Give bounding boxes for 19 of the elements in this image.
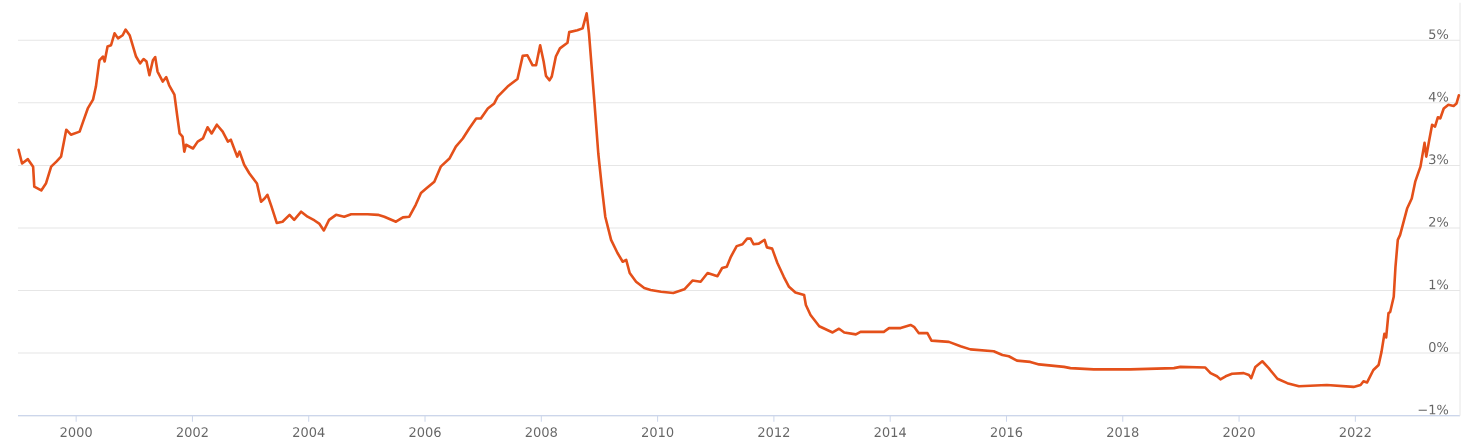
x-tick-label: 2016 xyxy=(990,427,1023,438)
y-tick-label: 1% xyxy=(1429,279,1449,290)
x-tick-label: 2020 xyxy=(1223,427,1255,438)
x-tick-label: 2006 xyxy=(409,427,441,438)
x-tick-label: 2004 xyxy=(293,427,325,438)
x-tick-label: 2018 xyxy=(1107,427,1139,438)
y-tick-label: −1% xyxy=(1418,404,1449,415)
x-tick-label: 2010 xyxy=(642,427,674,438)
x-tick-label: 2014 xyxy=(874,427,906,438)
x-tick-label: 2022 xyxy=(1339,427,1371,438)
y-tick-label: 0% xyxy=(1429,342,1449,352)
y-tick-label: 4% xyxy=(1428,91,1449,102)
y-tick-label: 2% xyxy=(1429,216,1449,227)
y-tick-label: 5% xyxy=(1429,29,1449,40)
x-tick-label: 2008 xyxy=(525,427,557,438)
x-tick-label: 2002 xyxy=(176,427,208,438)
x-tick-label: 2000 xyxy=(60,427,92,438)
x-tick-label: 2012 xyxy=(758,427,790,438)
y-tick-label: 3% xyxy=(1429,154,1449,165)
